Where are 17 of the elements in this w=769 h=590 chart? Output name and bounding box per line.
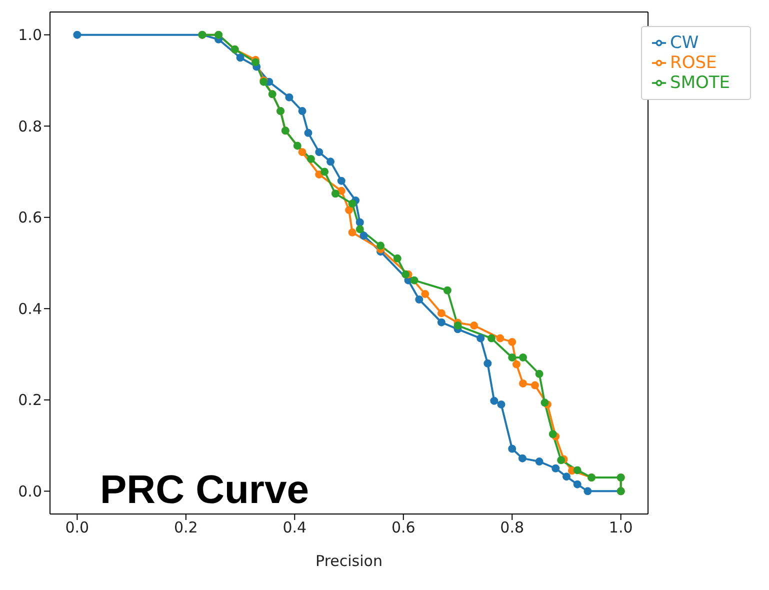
y-tick-label: 1.0 [18, 26, 42, 44]
x-axis-title: Precision [316, 552, 382, 570]
y-tick-label: 0.6 [18, 208, 42, 227]
y-tick-label: 0.4 [18, 300, 42, 318]
annotation: PRC Curve [100, 468, 309, 513]
x-tick-label: 0.8 [500, 518, 524, 537]
legend-label: CW [670, 33, 699, 53]
y-tick-label: 0.2 [18, 391, 42, 410]
x-tick-label: 0.4 [282, 518, 307, 537]
legend-label: SMOTE [670, 73, 730, 93]
x-tick-label: 0.0 [65, 518, 90, 537]
x-tick-label: 0.6 [391, 518, 416, 537]
x-tick-label: 0.2 [174, 518, 198, 537]
y-tick-label: 0.0 [18, 482, 42, 501]
legend-label: ROSE [670, 53, 717, 73]
y-tick-label: 0.8 [18, 117, 42, 136]
x-tick-label: 1.0 [608, 518, 633, 537]
